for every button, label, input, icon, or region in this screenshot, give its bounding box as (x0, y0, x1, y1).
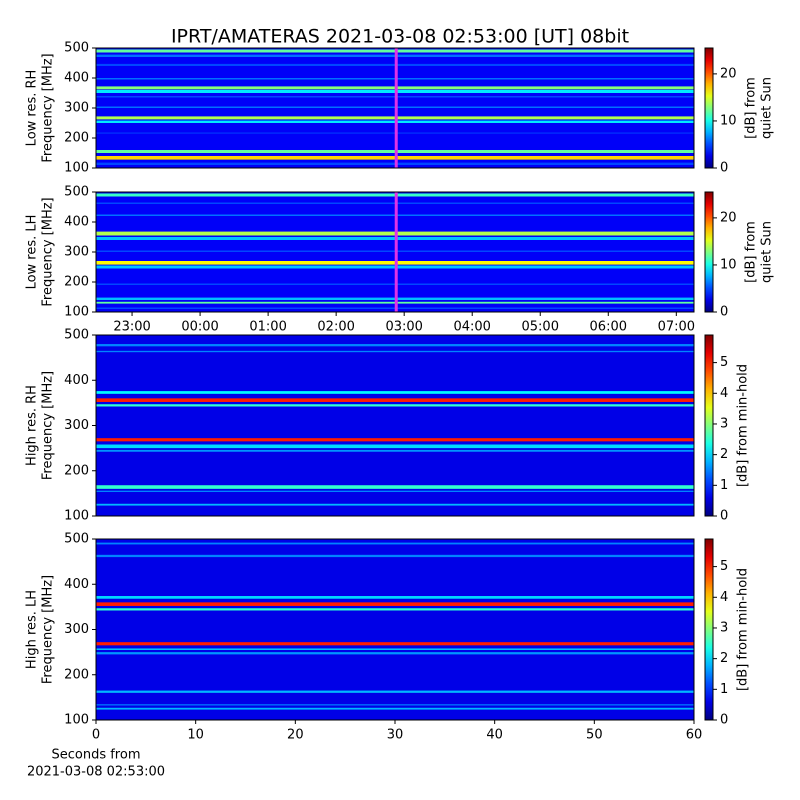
colorbar-tick-label: 0 (720, 713, 728, 728)
x-tick-label: 00:00 (181, 320, 218, 335)
heatmap-band (96, 602, 694, 606)
x-axis-label: Seconds from (51, 748, 140, 763)
colorbar-tick-label: 4 (720, 590, 728, 605)
heatmap-band (96, 485, 694, 489)
colorbar-tick-label: 3 (720, 416, 728, 431)
y-tick-label: 100 (64, 509, 89, 524)
colorbar-tick-label: 0 (720, 305, 728, 320)
colorbar-label: [dB] from (744, 77, 759, 139)
colorbar-label: [dB] from (744, 221, 759, 283)
y-tick-label: 200 (64, 463, 89, 478)
x-tick-label: 01:00 (249, 320, 286, 335)
y-tick-label: 200 (64, 275, 89, 290)
y-axis-label: Low res. RH (25, 70, 40, 147)
heatmap-band (96, 444, 694, 449)
y-axis-label: Frequency [MHz] (41, 53, 56, 162)
colorbar-label: quiet Sun (760, 221, 775, 283)
y-axis-label: High res. LH (25, 590, 40, 669)
heatmap-band (96, 707, 694, 710)
x-tick-label: 23:00 (113, 320, 150, 335)
colorbar-tick-label: 2 (720, 447, 728, 462)
y-tick-label: 400 (64, 373, 89, 388)
y-tick-label: 500 (64, 185, 89, 200)
title: IPRT/AMATERAS 2021-03-08 02:53:00 [UT] 0… (171, 26, 629, 48)
x-axis-label: 2021-03-08 02:53:00 (27, 765, 165, 780)
colorbar-label: [dB] from min-hold (736, 568, 751, 691)
colorbar-tick-label: 0 (720, 509, 728, 524)
heatmap-band (96, 438, 694, 442)
colorbar-label: [dB] from min-hold (736, 364, 751, 487)
x-tick-label: 02:00 (317, 320, 354, 335)
x-tick-label: 20 (287, 728, 304, 743)
y-axis-label: Frequency [MHz] (41, 575, 56, 684)
x-tick-label: 04:00 (453, 320, 490, 335)
y-tick-label: 300 (64, 418, 89, 433)
y-tick-label: 300 (64, 622, 89, 637)
heatmap-band (96, 652, 694, 655)
y-tick-label: 100 (64, 305, 89, 320)
y-tick-label: 100 (64, 161, 89, 176)
x-tick-label: 07:00 (658, 320, 695, 335)
y-tick-label: 300 (64, 101, 89, 116)
y-tick-label: 200 (64, 131, 89, 146)
colorbar-tick-label: 1 (720, 682, 728, 697)
colorbar-tick-label: 20 (720, 210, 737, 225)
x-tick-label: 50 (586, 728, 603, 743)
y-axis-label: Frequency [MHz] (41, 371, 56, 480)
colorbar-tick-label: 10 (720, 257, 737, 272)
heatmap-band (96, 542, 694, 545)
heatmap-band (96, 490, 694, 493)
colorbar-tick-label: 20 (720, 66, 737, 81)
colorbar (704, 538, 714, 721)
colorbar (704, 47, 714, 169)
x-tick-label: 06:00 (590, 320, 627, 335)
colorbar-tick-label: 0 (720, 161, 728, 176)
heatmap-band (96, 391, 694, 394)
x-tick-label: 60 (686, 728, 703, 743)
x-tick-label: 05:00 (522, 320, 559, 335)
heatmap-band (96, 554, 694, 558)
heatmap-background (96, 539, 694, 720)
y-tick-label: 300 (64, 245, 89, 260)
y-tick-label: 500 (64, 532, 89, 547)
colorbar-label: quiet Sun (760, 77, 775, 139)
heatmap-band (96, 503, 694, 506)
heatmap-band (96, 596, 694, 599)
y-tick-label: 400 (64, 71, 89, 86)
y-axis-label: Frequency [MHz] (41, 197, 56, 306)
x-tick-label: 0 (92, 728, 100, 743)
colorbar-tick-label: 2 (720, 651, 728, 666)
y-axis-label: High res. RH (25, 385, 40, 466)
y-tick-label: 500 (64, 41, 89, 56)
x-tick-label: 10 (187, 728, 204, 743)
y-tick-label: 400 (64, 577, 89, 592)
x-tick-label: 03:00 (385, 320, 422, 335)
heatmap-band (96, 350, 694, 353)
colorbar-tick-label: 4 (720, 386, 728, 401)
y-tick-label: 200 (64, 667, 89, 682)
colorbar-tick-label: 10 (720, 113, 737, 128)
y-axis-label: Low res. LH (25, 215, 40, 290)
heatmap-band (96, 642, 694, 646)
heatmap-band (96, 690, 694, 693)
colorbar (704, 334, 714, 517)
heatmap-band (96, 704, 694, 706)
heatmap-band (96, 608, 694, 611)
heatmap-band (96, 404, 694, 407)
colorbar-tick-label: 3 (720, 620, 728, 635)
heatmap-band (96, 344, 694, 347)
colorbar-tick-label: 5 (720, 355, 728, 370)
heatmap-band (96, 449, 694, 452)
y-tick-label: 400 (64, 215, 89, 230)
y-tick-label: 500 (64, 328, 89, 343)
colorbar-tick-label: 1 (720, 478, 728, 493)
x-tick-label: 30 (387, 728, 404, 743)
x-tick-label: 40 (486, 728, 503, 743)
heatmap-band (96, 648, 694, 650)
heatmap-band (96, 398, 694, 402)
colorbar-tick-label: 5 (720, 559, 728, 574)
y-tick-label: 100 (64, 713, 89, 728)
colorbar (704, 191, 714, 313)
